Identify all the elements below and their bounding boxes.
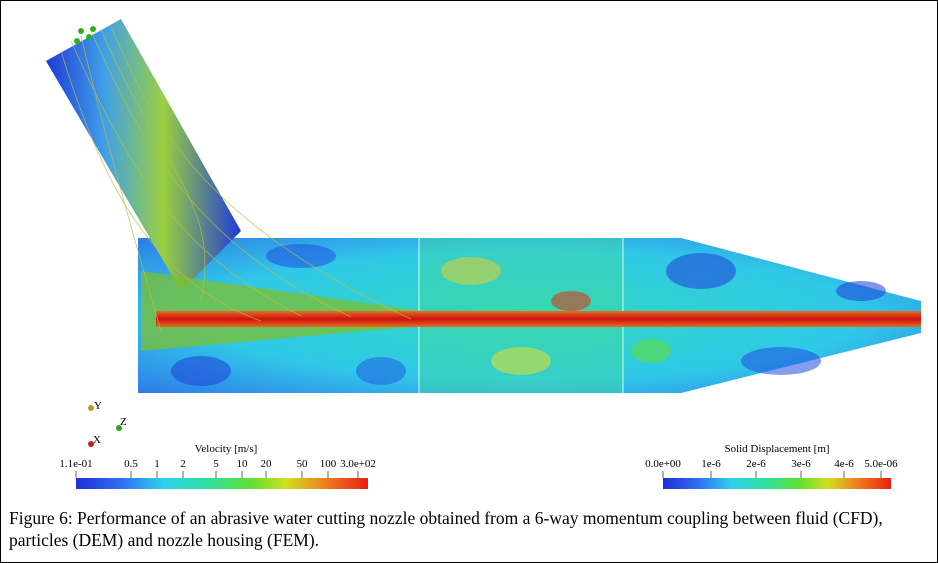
figure-page: Y Z X Velocity [m/s] Solid Displacement … — [0, 0, 938, 563]
colorbar-tick-label: 0.0e+00 — [645, 458, 681, 470]
colorbar — [663, 478, 891, 489]
colorbar-title: Solid Displacement [m] — [724, 443, 829, 455]
colorbar — [76, 478, 368, 489]
colorbar-tick-label: 5.0e-06 — [864, 458, 898, 470]
colorbar-tick-label: 1 — [154, 458, 160, 470]
colorbar-tick-label: 1.1e-01 — [59, 458, 92, 470]
colorbar-tick-label: 10 — [237, 458, 249, 470]
simulation-figure: Y Z X Velocity [m/s] Solid Displacement … — [1, 1, 937, 501]
axis-label: Z — [120, 416, 127, 428]
colorbar-tick-label: 100 — [320, 458, 337, 470]
axis-label: Y — [94, 400, 102, 412]
colorbar-tick-label: 50 — [297, 458, 309, 470]
axis-label: X — [93, 434, 101, 446]
colorbar-tick-label: 0.5 — [124, 458, 138, 470]
colorbar-tick-label: 4e-6 — [834, 458, 854, 470]
figure-caption: Figure 6: Performance of an abrasive wat… — [9, 507, 929, 551]
colorbar-tick-label: 1e-6 — [701, 458, 721, 470]
colorbar-tick-label: 2e-6 — [746, 458, 766, 470]
colorbar-tick-label: 3.0e+02 — [340, 458, 376, 470]
colorbar-title: Velocity [m/s] — [195, 443, 258, 455]
colorbar-tick-label: 20 — [261, 458, 273, 470]
colorbar-tick-label: 5 — [213, 458, 219, 470]
colorbar-tick-label: 2 — [180, 458, 186, 470]
colorbar-tick-label: 3e-6 — [791, 458, 811, 470]
water-jet — [156, 311, 921, 327]
